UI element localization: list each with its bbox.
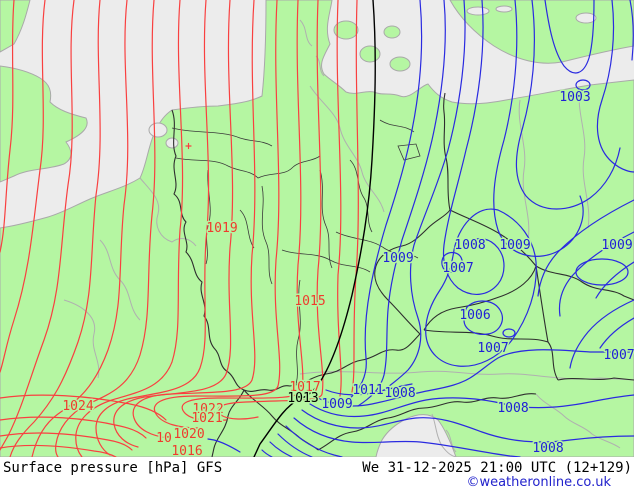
border-alps-south xyxy=(317,393,537,451)
isobars-red xyxy=(0,0,359,457)
isobar-label: 1016 xyxy=(171,444,202,457)
isobar-label: 1008 xyxy=(497,401,528,416)
footer-bar: Surface pressure [hPa] GFS We 31-12-2025… xyxy=(0,457,634,490)
isobar-1013 xyxy=(253,0,376,457)
land-polygons xyxy=(0,0,634,457)
isobar-label: 1009 xyxy=(321,397,352,412)
isobar-label: 10 xyxy=(156,431,172,446)
isobar-label: 1009 xyxy=(499,238,530,253)
inland-waters xyxy=(148,5,597,149)
isobar-label: 1021 xyxy=(191,411,222,426)
valid-time-label: We 31-12-2025 21:00 UTC (12+129) xyxy=(362,460,632,476)
product-label: Surface pressure [hPa] GFS xyxy=(3,460,223,476)
city-marker xyxy=(185,142,192,150)
copyright-link[interactable]: ©weatheronline.co.uk xyxy=(466,475,611,490)
country-borders xyxy=(171,92,634,457)
isobar-label: 1017 xyxy=(289,380,320,395)
isobar-label: 1022 xyxy=(192,402,223,417)
isobar-label: 1019 xyxy=(206,221,237,236)
isobar-label: 1008 xyxy=(454,238,485,253)
isobar-label: 1013 xyxy=(287,391,318,406)
border-germany xyxy=(171,92,451,392)
isobar-label: 1020 xyxy=(173,427,204,442)
isobar-label: 1009 xyxy=(382,251,413,266)
isobar-label: 1024 xyxy=(62,399,93,414)
danish-islands xyxy=(333,20,411,72)
isobar-label: 1007 xyxy=(603,348,634,363)
border-austria xyxy=(423,265,634,381)
land-uk-north xyxy=(0,0,31,53)
isobar-label: 1009 xyxy=(601,238,632,253)
isobar-label: 1003 xyxy=(559,90,590,105)
isobar-label: 1008 xyxy=(384,386,415,401)
isobar-label: 1011 xyxy=(352,383,383,398)
isobar-label: 1007 xyxy=(442,261,473,276)
land-continent xyxy=(0,0,634,457)
isobar-label: 1015 xyxy=(294,294,325,309)
isobar-label: 1008 xyxy=(532,441,563,456)
border-czech xyxy=(423,209,537,331)
pressure-map: 1019 1015 1024 1022 1021 1020 10 1016 1017 1013 10… xyxy=(0,0,634,457)
isobars-blue xyxy=(207,0,634,457)
isobar-label: 1007 xyxy=(477,341,508,356)
isobar-label: 1006 xyxy=(459,308,490,323)
